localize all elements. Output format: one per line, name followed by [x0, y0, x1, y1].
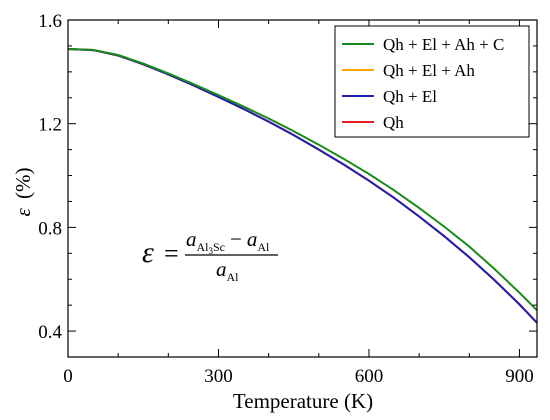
numerator-sub2: Al: [257, 240, 270, 254]
svg-text:ε (%): ε (%): [11, 167, 35, 216]
numerator-a1: a: [186, 227, 197, 251]
y-tick-label: 0.8: [38, 218, 62, 239]
numerator-sub1-sub: 3: [209, 246, 214, 256]
y-axis-title: ε (%): [11, 167, 35, 216]
series-layer: [68, 48, 537, 324]
equation-denominator: aAl: [216, 257, 239, 284]
denominator-a: a: [216, 257, 227, 281]
x-axis-title: Temperature (K): [233, 389, 373, 413]
plot-frame: [67, 19, 538, 358]
y-tick-label: 0.4: [38, 322, 62, 343]
x-tick-label: 0: [63, 366, 73, 387]
x-tick-label: 900: [505, 366, 534, 387]
numerator-minus: −: [230, 227, 242, 251]
equation-equals: =: [164, 239, 179, 268]
numerator-a2: a: [247, 227, 258, 251]
legend: Qh + El + Ah + C Qh + El + Ah Qh + El Qh: [334, 25, 530, 138]
numerator-sub1: Al: [197, 240, 210, 254]
x-tick-label: 600: [355, 366, 384, 387]
legend-label: Qh: [383, 113, 404, 132]
equation-lhs: ε: [142, 236, 154, 269]
y-tick-label: 1.2: [38, 115, 62, 136]
legend-label: Qh + El + Ah: [383, 61, 475, 80]
equation-numerator: aAl3Sc − aAl: [186, 227, 270, 256]
x-tick-label: 300: [204, 366, 233, 387]
y-tick-label: 1.6: [38, 11, 62, 32]
numerator-sub1-rest: Sc: [213, 240, 225, 254]
y-axis-unit: (%): [11, 167, 35, 198]
denominator-sub: Al: [227, 270, 240, 284]
series-line-0: [68, 48, 537, 312]
y-axis-symbol: ε: [11, 208, 35, 217]
legend-label: Qh + El: [383, 87, 437, 106]
tick-layer: 0 300 600 900 0.4 0.8 1.2 1.6: [38, 11, 537, 387]
strain-equation: ε = aAl3Sc − aAl aAl: [142, 227, 278, 284]
legend-label: Qh + El + Ah + C: [383, 35, 504, 54]
